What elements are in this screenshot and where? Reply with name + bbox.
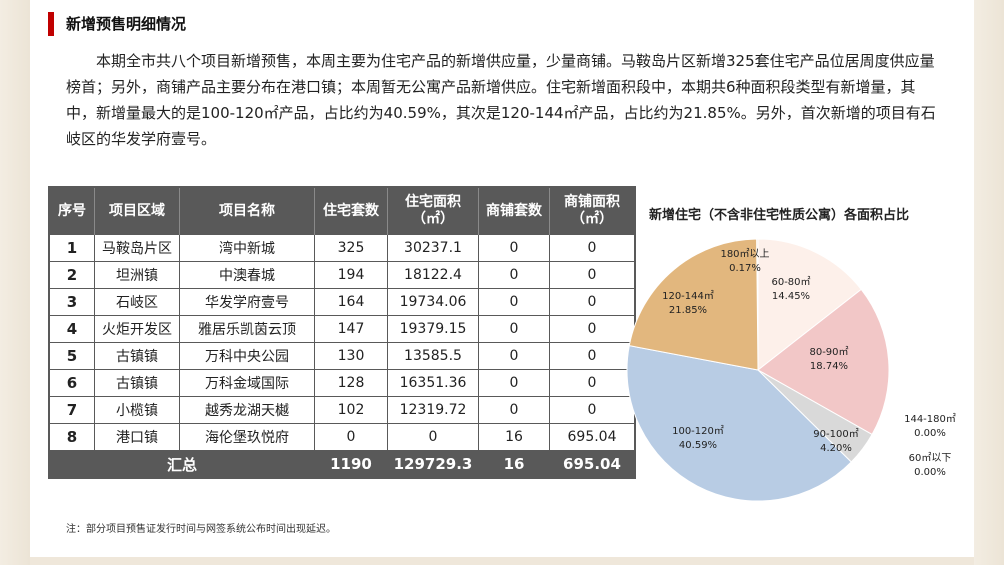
cell-res-units: 325 [314, 234, 388, 262]
cell-res-area: 18122.4 [387, 261, 479, 289]
pie-label-name: 90-100㎡ [813, 429, 859, 440]
title-accent-bar [48, 12, 54, 36]
pie-label-value: 0.00% [914, 428, 946, 439]
bottom-decor-strip [30, 557, 974, 565]
cell-shop-units: 0 [478, 369, 550, 397]
header-res-units: 住宅套数 [314, 187, 388, 235]
cell-shop-units: 0 [478, 288, 550, 316]
cell-res-units: 0 [314, 423, 388, 451]
cell-res-area: 30237.1 [387, 234, 479, 262]
pie-label-name: 120-144㎡ [662, 291, 714, 302]
header-region: 项目区域 [94, 187, 180, 235]
cell-res-units: 147 [314, 315, 388, 343]
footnote: 注：部分项目预售证发行时间与网签系统公布时间出现延迟。 [66, 524, 336, 535]
table-total-row: 汇总 1190 129729.3 16 695.04 [48, 450, 636, 479]
pie-label: 120-144㎡ 21.85% [658, 290, 718, 318]
pie-label: 180㎡以上 0.17% [715, 248, 775, 276]
summary-paragraph: 本期全市共八个项目新增预售，本周主要为住宅产品的新增供应量，少量商铺。马鞍岛片区… [66, 52, 936, 148]
cell-res-units: 128 [314, 369, 388, 397]
cell-shop-area: 0 [549, 234, 636, 262]
cell-res-area: 0 [387, 423, 479, 451]
table-row: 8 港口镇 海伦堡玖悦府 0 0 16 695.04 [48, 423, 636, 451]
pie-slice [626, 345, 852, 502]
pie-label: 60-80㎡ 14.45% [761, 276, 821, 304]
pie-label: 100-120㎡ 40.59% [668, 425, 728, 453]
cell-project: 湾中新城 [179, 234, 315, 262]
total-label: 汇总 [48, 450, 315, 479]
cell-shop-units: 16 [478, 423, 550, 451]
pie-slice [757, 288, 890, 436]
cell-region: 港口镇 [94, 423, 180, 451]
cell-seq: 8 [48, 423, 95, 451]
pie-label: 90-100㎡ 4.20% [806, 428, 866, 456]
pie-label-value: 0.17% [729, 263, 761, 274]
total-shop-units: 16 [478, 450, 550, 479]
cell-shop-units: 0 [478, 234, 550, 262]
cell-seq: 6 [48, 369, 95, 397]
cell-region: 古镇镇 [94, 369, 180, 397]
header-shop-area: 商铺面积（㎡） [549, 187, 636, 235]
total-shop-area: 695.04 [549, 450, 636, 479]
pie-label-value: 14.45% [771, 291, 811, 302]
presale-detail-table: 序号 项目区域 项目名称 住宅套数 住宅面积（㎡） 商铺套数 商铺面积（㎡） 1… [48, 186, 636, 479]
pie-label: 60㎡以下 0.00% [900, 452, 960, 480]
cell-res-area: 16351.36 [387, 369, 479, 397]
table-header-row: 序号 项目区域 项目名称 住宅套数 住宅面积（㎡） 商铺套数 商铺面积（㎡） [49, 187, 636, 235]
pie-label-name: 144-180㎡ [904, 414, 956, 425]
pie-label-name: 80-90㎡ [809, 347, 849, 358]
cell-project: 雅居乐凯茵云顶 [179, 315, 315, 343]
section-title: 新增预售明细情况 [66, 15, 187, 33]
cell-seq: 1 [48, 234, 95, 262]
cell-region: 石岐区 [94, 288, 180, 316]
cell-shop-area: 0 [549, 342, 636, 370]
header-res-area: 住宅面积（㎡） [387, 187, 479, 235]
cell-res-units: 102 [314, 396, 388, 424]
pie-chart-title: 新增住宅（不含非住宅性质公寓）各面积占比 [648, 208, 909, 223]
left-decor-strip [0, 0, 30, 565]
total-res-units: 1190 [314, 450, 388, 479]
right-decor-strip [974, 0, 1004, 565]
cell-shop-area: 695.04 [549, 423, 636, 451]
table-row: 7 小榄镇 越秀龙湖天樾 102 12319.72 0 0 [48, 396, 636, 424]
cell-project: 越秀龙湖天樾 [179, 396, 315, 424]
table-row: 1 马鞍岛片区 湾中新城 325 30237.1 0 0 [48, 234, 636, 262]
header-project: 项目名称 [179, 187, 315, 235]
cell-res-units: 194 [314, 261, 388, 289]
pie-label-value: 21.85% [668, 305, 708, 316]
cell-shop-units: 0 [478, 396, 550, 424]
cell-region: 小榄镇 [94, 396, 180, 424]
pie-label-value: 40.59% [678, 440, 718, 451]
pie-label-name: 100-120㎡ [672, 426, 724, 437]
cell-region: 古镇镇 [94, 342, 180, 370]
cell-region: 马鞍岛片区 [94, 234, 180, 262]
cell-res-units: 130 [314, 342, 388, 370]
header-shop-units: 商铺套数 [478, 187, 550, 235]
pie-label: 80-90㎡ 18.74% [799, 346, 859, 374]
total-res-area: 129729.3 [387, 450, 479, 479]
pie-label-name: 180㎡以上 [720, 249, 770, 260]
pie-label: 144-180㎡ 0.00% [900, 413, 960, 441]
table-row: 6 古镇镇 万科金域国际 128 16351.36 0 0 [48, 369, 636, 397]
cell-project: 中澳春城 [179, 261, 315, 289]
pie-slice [628, 238, 759, 371]
pie-label-name: 60㎡以下 [908, 453, 952, 464]
pie-label-value: 0.00% [914, 467, 946, 478]
header-seq: 序号 [49, 187, 95, 235]
table-row: 3 石岐区 华发学府壹号 164 19734.06 0 0 [48, 288, 636, 316]
cell-project: 万科金域国际 [179, 369, 315, 397]
pie-slice [757, 238, 862, 372]
pie-label-name: 60-80㎡ [771, 277, 811, 288]
pie-label-value: 4.20% [820, 443, 852, 454]
pie-label-value: 18.74% [809, 361, 849, 372]
